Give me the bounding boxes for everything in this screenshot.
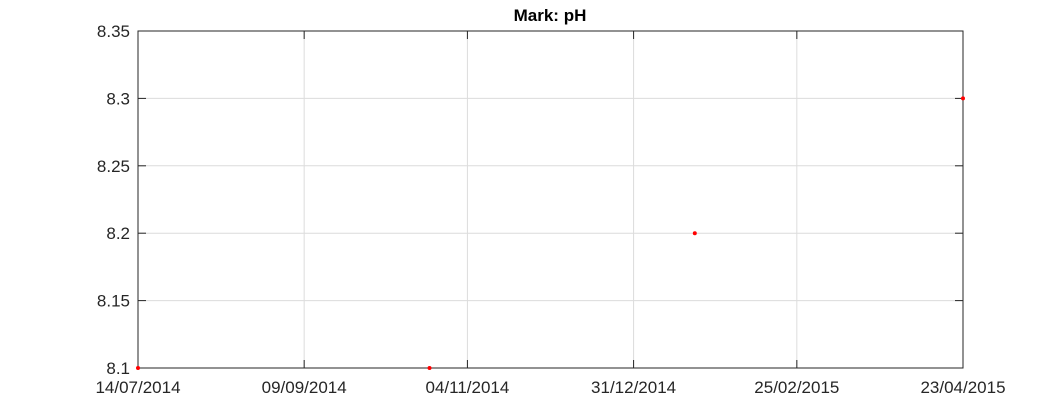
y-tick-label: 8.3 — [106, 89, 130, 108]
axis-ticks — [137, 30, 964, 369]
y-tick-label: 8.25 — [97, 157, 130, 176]
x-tick-label: 09/09/2014 — [262, 378, 347, 397]
y-tick-label: 8.15 — [97, 292, 130, 311]
x-axis-tick-labels: 14/07/2014 09/09/2014 04/11/2014 31/12/2014… — [95, 378, 1005, 397]
data-point — [427, 366, 432, 370]
y-axis-tick-labels: 8.1 8.15 8.2 8.25 8.3 8.35 — [97, 22, 130, 378]
x-tick-label: 25/02/2015 — [754, 378, 839, 397]
plot-area-frame — [137, 30, 964, 369]
data-points — [136, 96, 965, 370]
chart-title: Mark: pH — [514, 6, 587, 25]
x-tick-label: 23/04/2015 — [920, 378, 1005, 397]
data-point — [961, 96, 965, 101]
y-tick-label: 8.2 — [106, 224, 130, 243]
y-tick-label: 8.1 — [106, 359, 130, 378]
grid-lines — [138, 31, 963, 368]
x-tick-label: 04/11/2014 — [426, 378, 510, 397]
x-tick-label: 31/12/2014 — [591, 378, 676, 397]
x-tick-label: 14/07/2014 — [95, 378, 180, 397]
data-point — [692, 231, 697, 236]
data-point — [136, 366, 140, 370]
y-tick-label: 8.35 — [97, 22, 130, 41]
